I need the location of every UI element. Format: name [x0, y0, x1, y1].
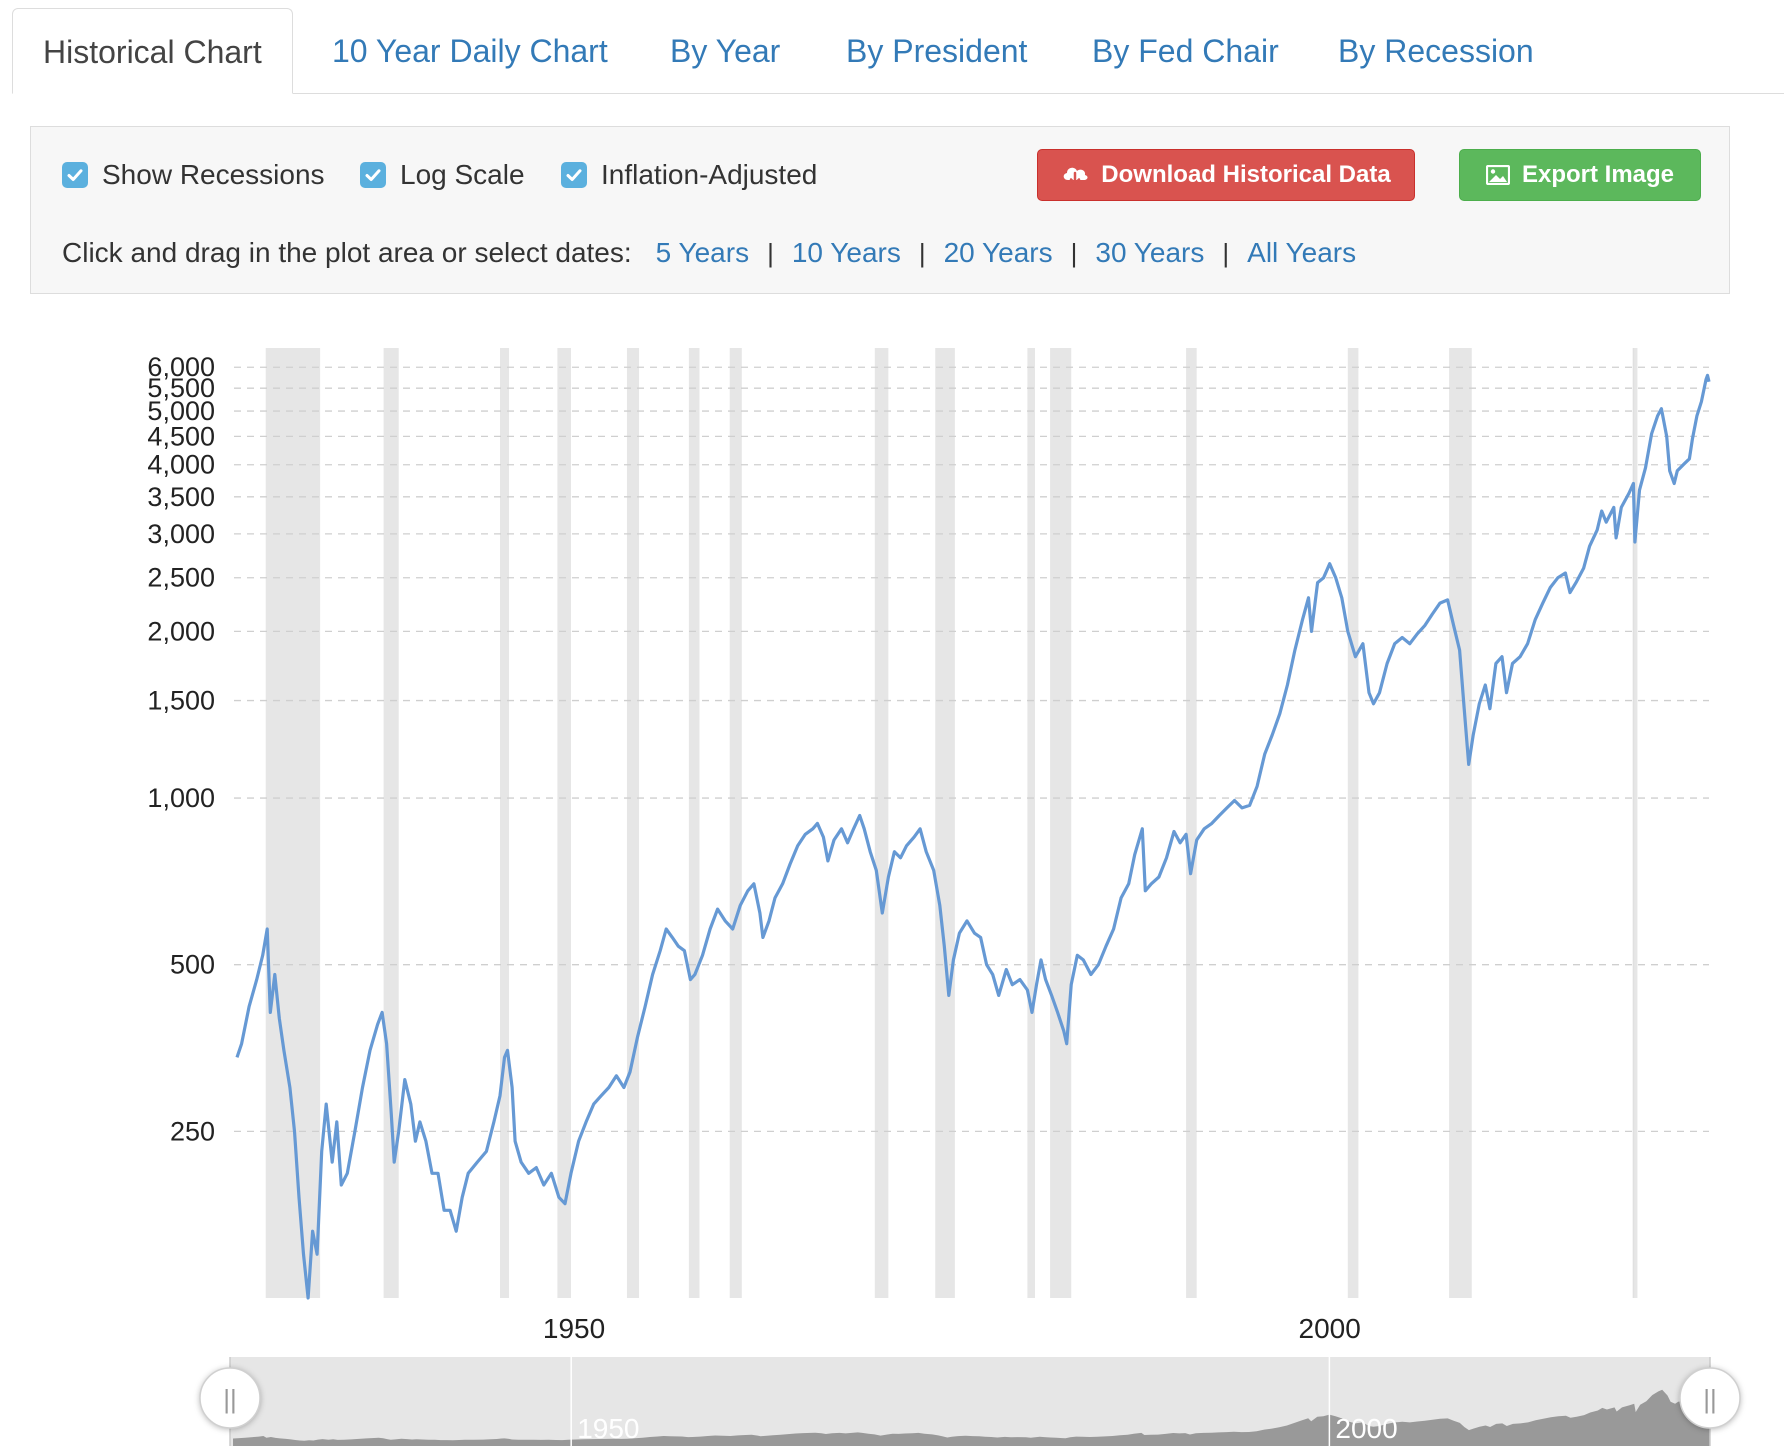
recession-band — [1347, 348, 1359, 1298]
y-tick-label: 500 — [170, 950, 215, 980]
recession-band — [1050, 348, 1072, 1298]
range-30-years-link[interactable]: 30 Years — [1095, 237, 1205, 268]
tab-10-year-daily-chart[interactable]: 10 Year Daily Chart — [332, 33, 608, 69]
price-series-line[interactable] — [235, 373, 1711, 1300]
handle-grip-icon: || — [1703, 1384, 1717, 1414]
recession-band — [1186, 348, 1197, 1298]
export-image-button[interactable]: Export Image — [1459, 149, 1701, 201]
y-tick-label: 6,000 — [147, 352, 215, 382]
recession-band — [1027, 348, 1035, 1298]
historical-chart[interactable]: 250 500 1,000 1,500 2,000 2,500 3,000 3,5004,00… — [0, 330, 1784, 1446]
recession-band — [1449, 348, 1472, 1298]
grid-lines — [234, 366, 1709, 1132]
navigator-series-area — [233, 1382, 1710, 1446]
tab-historical-chart[interactable]: Historical Chart — [12, 8, 293, 94]
recession-band — [557, 348, 572, 1298]
tab-by-president[interactable]: By President — [846, 33, 1028, 69]
recession-bands — [265, 348, 1638, 1298]
cloud-download-icon — [1061, 164, 1089, 186]
checkbox-checked-icon[interactable] — [360, 162, 386, 188]
y-tick-label: 3,500 — [147, 482, 215, 512]
recession-band — [874, 348, 889, 1298]
y-tick-label: 250 — [170, 1116, 215, 1146]
range-separator: | — [918, 238, 926, 268]
range-5-years-link[interactable]: 5 Years — [655, 237, 750, 268]
recession-band — [729, 348, 742, 1298]
handle-grip-icon: || — [223, 1384, 237, 1414]
range-all-years-link[interactable]: All Years — [1247, 237, 1357, 268]
y-tick-label: 2,500 — [147, 563, 215, 593]
image-icon — [1485, 165, 1510, 185]
show-recessions-checkbox[interactable]: Show Recessions — [62, 159, 325, 191]
navigator-year-label: 2000 — [1335, 1413, 1397, 1444]
range-separator: | — [1070, 238, 1078, 268]
x-tick-label: 2000 — [1299, 1313, 1361, 1344]
navigator-labels: 1950 2000 — [577, 1413, 1397, 1444]
download-historical-data-label: Download Historical Data — [1101, 161, 1391, 188]
range-20-years-link[interactable]: 20 Years — [943, 237, 1053, 268]
recession-band — [1633, 348, 1638, 1298]
tab-by-year[interactable]: By Year — [670, 33, 781, 69]
chart-controls-panel: Show Recessions Log Scale Inflation-Adju… — [30, 126, 1730, 294]
range-10-years-link[interactable]: 10 Years — [791, 237, 901, 268]
y-axis: 250 500 1,000 1,500 2,000 2,500 3,000 3,5004,00… — [147, 352, 215, 1146]
tab-by-recession[interactable]: By Recession — [1338, 33, 1534, 69]
inflation-adjusted-checkbox[interactable]: Inflation-Adjusted — [561, 159, 817, 191]
y-tick-label: 3,000 — [147, 519, 215, 549]
range-separator: | — [767, 238, 774, 268]
navigator-year-label: 1950 — [577, 1413, 639, 1444]
y-tick-label: 5,000 — [147, 396, 215, 426]
checkbox-checked-icon[interactable] — [561, 162, 587, 188]
log-scale-checkbox[interactable]: Log Scale — [360, 159, 525, 191]
tab-bar: Historical Chart 10 Year Daily Chart By … — [12, 8, 1784, 94]
recession-band — [935, 348, 955, 1298]
recession-band — [265, 348, 321, 1298]
recession-band — [626, 348, 640, 1298]
y-tick-label: 4,500 — [147, 421, 215, 451]
range-navigator[interactable]: 1950 2000 || || — [199, 1357, 1741, 1446]
y-tick-label: 4,000 — [147, 450, 215, 480]
export-image-label: Export Image — [1521, 161, 1675, 188]
x-axis: 1950 2000 — [543, 1313, 1361, 1344]
range-separator: | — [1222, 238, 1230, 268]
y-tick-label: 5,500 — [147, 373, 215, 403]
tab-bar-divider — [12, 93, 1784, 94]
log-scale-label: Log Scale — [400, 159, 525, 190]
y-tick-label: 1,000 — [147, 783, 215, 813]
date-range-prompt: Click and drag in the plot area or selec… — [62, 237, 632, 268]
recession-band — [499, 348, 510, 1298]
download-historical-data-button[interactable]: Download Historical Data — [1037, 149, 1415, 201]
x-tick-label: 1950 — [543, 1313, 605, 1344]
navigator-handles[interactable]: || || — [199, 1367, 1741, 1429]
y-tick-label: 1,500 — [147, 686, 215, 716]
navigator-right-handle[interactable] — [1679, 1367, 1741, 1429]
inflation-adjusted-label: Inflation-Adjusted — [601, 159, 818, 190]
show-recessions-label: Show Recessions — [102, 159, 325, 190]
y-tick-label: 2,000 — [147, 616, 215, 646]
checkbox-checked-icon[interactable] — [62, 162, 88, 188]
recession-band — [688, 348, 700, 1298]
tab-by-fed-chair[interactable]: By Fed Chair — [1092, 33, 1279, 69]
navigator-left-handle[interactable] — [199, 1367, 261, 1429]
date-range-selector: Click and drag in the plot area or selec… — [62, 237, 1356, 269]
